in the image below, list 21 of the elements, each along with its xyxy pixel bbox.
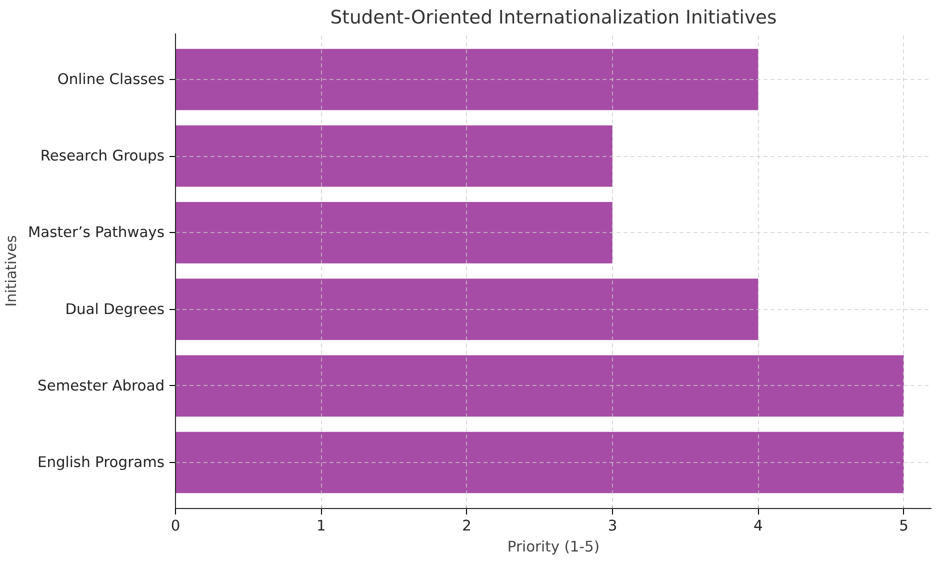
bar <box>176 278 758 340</box>
bar <box>176 125 612 187</box>
x-tick-label: 2 <box>462 518 472 534</box>
chart-title: Student-Oriented Internationalization Initiatives <box>330 8 777 28</box>
x-tick-label: 4 <box>753 518 763 534</box>
bar <box>176 202 612 264</box>
y-axis-title: Initiatives <box>3 235 20 307</box>
x-tick-label: 5 <box>899 518 908 534</box>
y-tick-label: English Programs <box>37 454 165 472</box>
y-tick-label: Master’s Pathways <box>28 224 165 242</box>
x-tick-label: 1 <box>316 518 326 534</box>
bar <box>176 432 904 494</box>
bar <box>176 355 904 417</box>
y-tick-label: Semester Abroad <box>38 377 164 394</box>
bar <box>176 48 758 110</box>
x-axis-title: Priority (1-5) <box>507 538 600 556</box>
y-tick-label: Research Groups <box>40 148 165 165</box>
y-tick-label: Online Classes <box>57 70 165 88</box>
x-tick-label: 0 <box>170 518 180 534</box>
y-tick-label: Dual Degrees <box>65 300 165 318</box>
x-tick-label: 3 <box>608 518 618 534</box>
